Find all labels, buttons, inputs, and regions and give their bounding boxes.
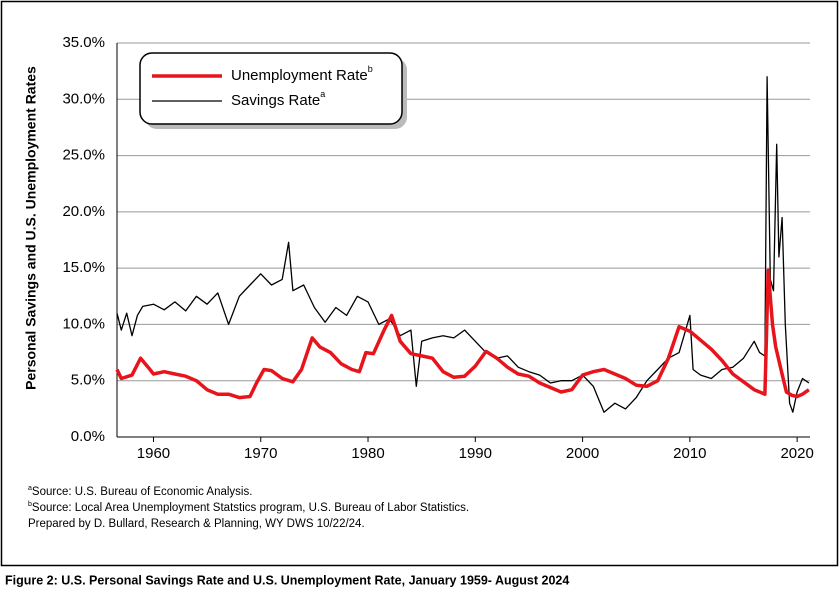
footnote-text: Source: Local Area Unemployment Statstic…	[32, 502, 469, 514]
series-line	[115, 268, 810, 400]
x-tick-label: 2010	[673, 445, 706, 462]
footnote-text: Prepared by D. Bullard, Research & Plann…	[28, 518, 365, 530]
y-tick-label: 30.0%	[62, 90, 105, 107]
legend: Unemployment Rateb Savings Ratea	[139, 52, 407, 129]
y-tick-label: 35.0%	[62, 34, 105, 51]
legend-box	[139, 52, 403, 125]
x-tick-label: 1980	[351, 445, 384, 462]
y-axis-label: Personal Savings and U.S. Unemployment R…	[23, 66, 39, 390]
frame	[0, 0, 839, 567]
y-tick-label: 10.0%	[62, 315, 105, 332]
y-tick-label: 0.0%	[71, 428, 105, 445]
legend-superscript: b	[368, 64, 373, 74]
footnote-text: Source: U.S. Bureau of Economic Analysis…	[32, 486, 253, 498]
x-tick-label: 1990	[459, 445, 492, 462]
x-tick-label: 1960	[137, 445, 170, 462]
footnote: bSource: Local Area Unemployment Statsti…	[28, 501, 469, 514]
legend-label: Savings Ratea	[231, 89, 325, 109]
y-tick-label: 25.0%	[62, 147, 105, 164]
legend-name: Unemployment Rate	[231, 67, 368, 84]
footnote-mark: a	[28, 485, 32, 492]
x-tick-label: 1970	[244, 445, 277, 462]
x-tick-label: 2020	[780, 445, 813, 462]
legend-superscript: a	[320, 89, 325, 99]
x-tick-label: 2000	[566, 445, 599, 462]
footnote: aSource: U.S. Bureau of Economic Analysi…	[28, 485, 252, 498]
y-tick-label: 15.0%	[62, 259, 105, 276]
y-tick-label: 20.0%	[62, 203, 105, 220]
footnote: Prepared by D. Bullard, Research & Plann…	[28, 518, 365, 530]
caption: Figure 2: U.S. Personal Savings Rate and…	[5, 573, 569, 587]
footnote-mark: b	[28, 501, 32, 508]
y-tick-label: 5.0%	[71, 372, 105, 389]
legend-label: Unemployment Rateb	[231, 64, 373, 84]
legend-name: Savings Rate	[231, 92, 320, 109]
